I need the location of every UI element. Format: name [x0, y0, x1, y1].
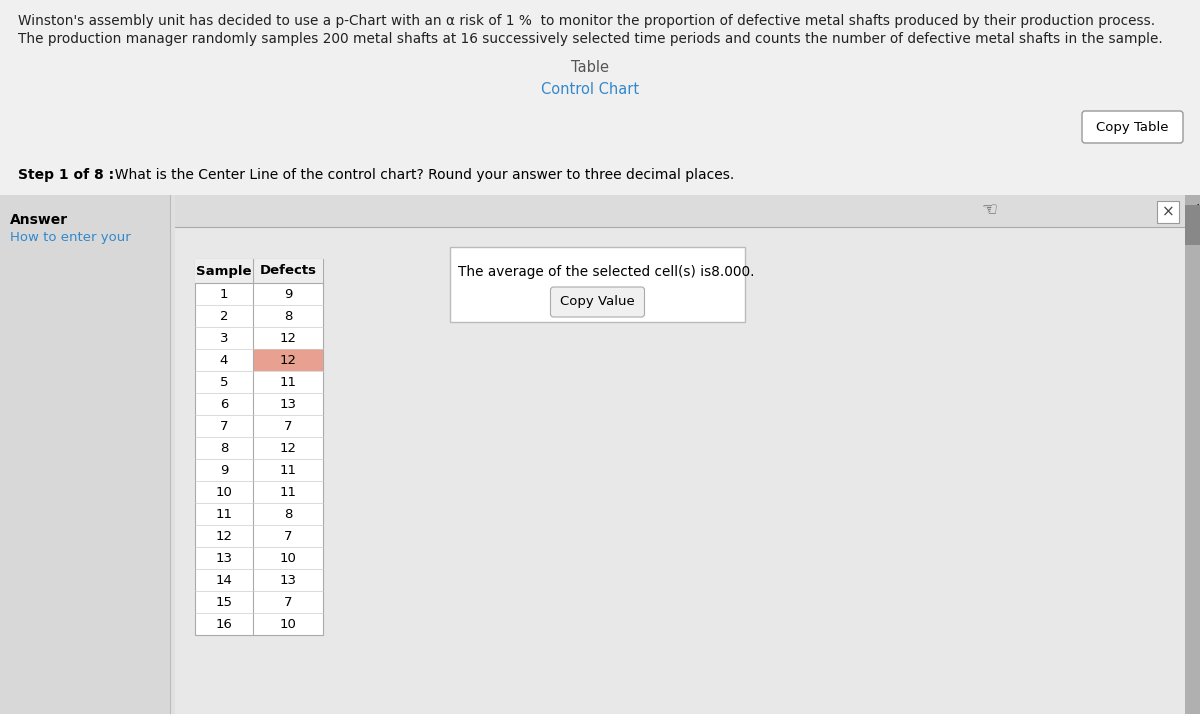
Bar [253, 349, 323, 371]
Text: 11: 11 [280, 486, 296, 498]
Text: 7: 7 [220, 420, 228, 433]
Text: Control Chart: Control Chart [541, 82, 640, 97]
Text: Winston's assembly unit has decided to use a p-Chart with an α risk of 1 %  to m: Winston's assembly unit has decided to u… [18, 14, 1156, 28]
Text: Defects: Defects [259, 264, 317, 278]
Bar [0, 0, 1200, 195]
Text: 12: 12 [216, 530, 233, 543]
Text: 4: 4 [220, 353, 228, 366]
Text: ypad: ypad [1198, 201, 1200, 213]
Text: Sample: Sample [197, 264, 252, 278]
Bar [175, 195, 1186, 227]
Text: 8: 8 [220, 441, 228, 455]
Bar [194, 259, 323, 283]
Text: 10: 10 [280, 551, 296, 565]
Text: 11: 11 [280, 376, 296, 388]
Text: 15: 15 [216, 595, 233, 608]
Text: Answer: Answer [10, 213, 68, 227]
Text: 8: 8 [284, 508, 292, 521]
Text: 12: 12 [280, 441, 296, 455]
Text: ortcuts: ortcuts [1198, 216, 1200, 229]
Text: ×: × [1162, 204, 1175, 219]
FancyBboxPatch shape [551, 287, 644, 317]
Text: 12: 12 [280, 331, 296, 344]
Text: 10: 10 [280, 618, 296, 630]
Text: 5: 5 [220, 376, 228, 388]
Text: Table: Table [571, 60, 610, 75]
Text: 16: 16 [216, 618, 233, 630]
Text: 7: 7 [283, 420, 293, 433]
Bar [194, 259, 323, 635]
Bar [1186, 195, 1200, 714]
Text: 2: 2 [220, 309, 228, 323]
Text: 13: 13 [280, 573, 296, 586]
Text: Copy Value: Copy Value [560, 296, 635, 308]
Text: 8: 8 [284, 309, 292, 323]
Text: 7: 7 [283, 595, 293, 608]
Bar [0, 195, 170, 714]
Text: 11: 11 [280, 463, 296, 476]
Text: 9: 9 [284, 288, 292, 301]
FancyBboxPatch shape [450, 247, 745, 322]
Text: 6: 6 [220, 398, 228, 411]
Text: 13: 13 [216, 551, 233, 565]
Bar [1186, 205, 1200, 245]
Text: Copy Table: Copy Table [1097, 121, 1169, 134]
Bar [1157, 201, 1178, 223]
Bar [175, 195, 1186, 714]
Text: What is the Center Line of the control chart? Round your answer to three decimal: What is the Center Line of the control c… [106, 168, 734, 182]
Text: 10: 10 [216, 486, 233, 498]
Text: 1: 1 [220, 288, 228, 301]
Text: 7: 7 [283, 530, 293, 543]
Text: Step 1 of 8 :: Step 1 of 8 : [18, 168, 114, 182]
Text: 14: 14 [216, 573, 233, 586]
Text: The production manager randomly samples 200 metal shafts at 16 successively sele: The production manager randomly samples … [18, 32, 1163, 46]
Text: The average of the selected cell(s) is8.000.: The average of the selected cell(s) is8.… [458, 265, 755, 279]
Text: ☜: ☜ [982, 200, 998, 218]
Text: How to enter your: How to enter your [10, 231, 131, 244]
Text: 3: 3 [220, 331, 228, 344]
Bar [0, 195, 1200, 714]
FancyBboxPatch shape [1082, 111, 1183, 143]
Text: 12: 12 [280, 353, 296, 366]
Text: 11: 11 [216, 508, 233, 521]
Text: 9: 9 [220, 463, 228, 476]
Text: 13: 13 [280, 398, 296, 411]
